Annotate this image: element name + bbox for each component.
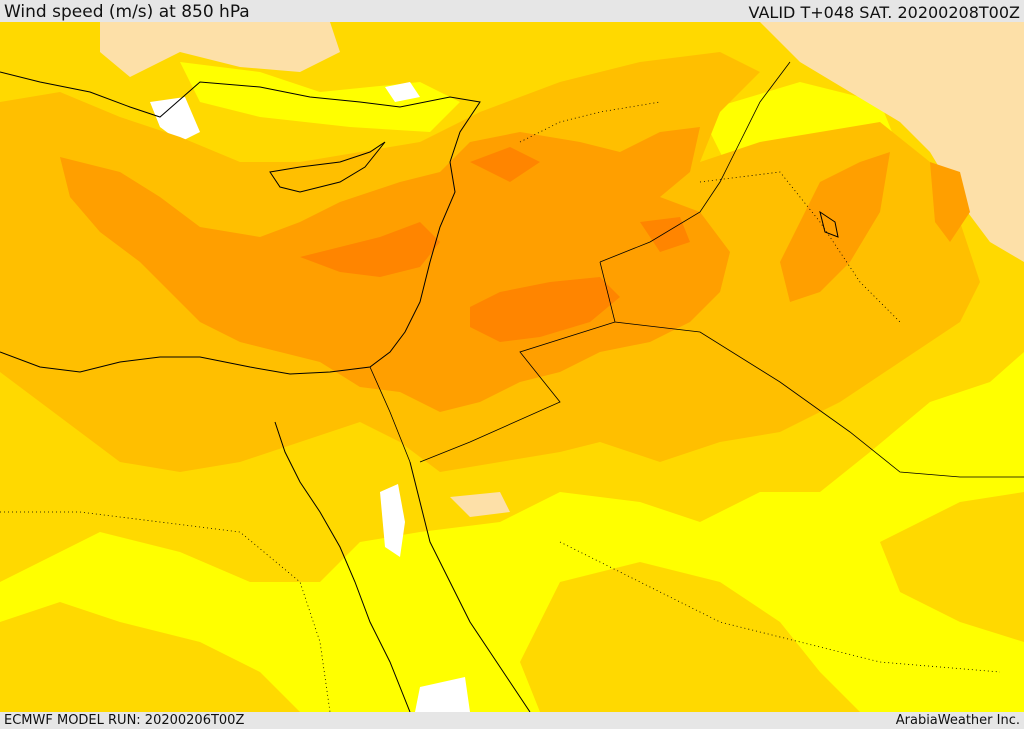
coastline-cyprus bbox=[269, 141, 386, 193]
coastline-levant bbox=[0, 161, 456, 375]
wind-field-strong bbox=[930, 162, 970, 242]
wind-field-moderate bbox=[0, 602, 300, 712]
wind-field-strong bbox=[780, 152, 890, 302]
wind-field-very-strong bbox=[470, 277, 620, 342]
border-jordan-saudi bbox=[419, 321, 616, 463]
wind-field-very-strong bbox=[470, 147, 540, 182]
wind-field-moderate bbox=[520, 562, 860, 712]
coastline-euphrates-lake bbox=[819, 210, 839, 238]
border-syria-iraq bbox=[599, 61, 791, 263]
border-jordan-iraq bbox=[599, 261, 1024, 478]
map-canvas bbox=[0, 22, 1024, 712]
borders bbox=[369, 61, 1024, 478]
map-title: Wind speed (m/s) at 850 hPa bbox=[4, 2, 250, 22]
wind-field-calm bbox=[150, 97, 200, 142]
wind-field-low bbox=[450, 492, 510, 517]
model-run-label: ECMWF MODEL RUN: 20200206T00Z bbox=[4, 713, 245, 728]
wind-field-low bbox=[100, 22, 340, 77]
coastline-red-sea-east bbox=[409, 461, 531, 712]
wind-speed-map bbox=[0, 22, 1024, 712]
header-bar: Wind speed (m/s) at 850 hPa VALID T+048 … bbox=[0, 0, 1024, 22]
wind-field-very-strong bbox=[300, 222, 440, 277]
admin-line bbox=[0, 511, 331, 712]
admin-line bbox=[559, 541, 1001, 673]
valid-time: VALID T+048 SAT. 20200208T00Z bbox=[748, 3, 1020, 22]
wind-field-calm bbox=[385, 82, 420, 102]
wind-field-low bbox=[760, 22, 1024, 262]
admin-line bbox=[519, 101, 661, 143]
wind-field-moderate bbox=[880, 492, 1024, 642]
wind-field-light bbox=[180, 62, 460, 132]
coastlines bbox=[0, 71, 839, 712]
admin-line bbox=[699, 171, 901, 323]
border-egypt-israel bbox=[369, 366, 411, 463]
wind-field-calm bbox=[380, 484, 405, 557]
coastline-red-sea-west bbox=[274, 421, 411, 712]
coastline-anatolia bbox=[0, 71, 481, 163]
footer-bar: ECMWF MODEL RUN: 20200206T00Z ArabiaWeat… bbox=[0, 712, 1024, 729]
admin-lines bbox=[0, 101, 1001, 712]
wind-field-calm bbox=[415, 677, 470, 712]
credit-label: ArabiaWeather Inc. bbox=[895, 713, 1020, 728]
